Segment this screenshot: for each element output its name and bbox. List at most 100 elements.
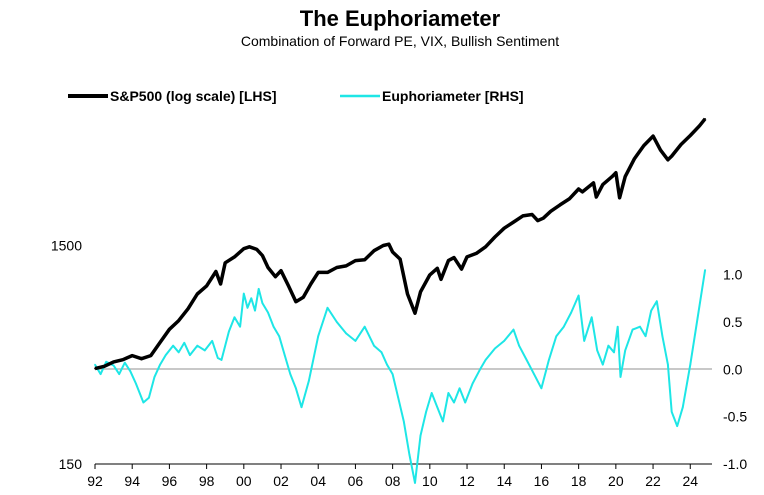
data-points xyxy=(94,118,706,484)
sp500-point xyxy=(494,236,496,238)
sp500-point xyxy=(391,251,394,253)
euphoriameter-point xyxy=(99,373,102,375)
sp500-point xyxy=(680,143,682,146)
euphoriameter-point xyxy=(525,359,528,361)
euphoriameter-point xyxy=(676,425,678,427)
euphoriameter-point xyxy=(494,347,496,350)
euphoriameter-point xyxy=(682,406,684,409)
euphoriameter-point xyxy=(624,349,626,352)
euphoriameter-point xyxy=(204,349,206,352)
sp500-point xyxy=(345,265,347,267)
euphoriameter-point xyxy=(254,309,256,312)
euphoriameter-point xyxy=(453,401,455,404)
sp500-point xyxy=(388,243,390,245)
euphoriameter-point xyxy=(650,309,652,312)
euphoriameter-point xyxy=(267,311,269,314)
sp500-point xyxy=(336,266,338,269)
euphoriameter-point xyxy=(272,325,275,328)
euphoriameter-point xyxy=(656,300,658,303)
euphoriameter-point xyxy=(239,325,241,328)
euphoriameter-point xyxy=(373,344,375,347)
sp500-point xyxy=(382,244,385,247)
euphoriameter-point xyxy=(590,316,593,319)
legend-label-euphoriameter: Euphoriameter [RHS] xyxy=(382,88,524,104)
sp500-point xyxy=(187,308,189,310)
euphoriameter-point xyxy=(555,335,558,338)
euphoriameter-point xyxy=(619,376,622,378)
sp500-point xyxy=(611,175,613,178)
euphoriameter-point xyxy=(148,396,150,399)
sp500-point xyxy=(168,328,171,331)
sp500-point xyxy=(522,215,524,217)
right-tick-label: -1.0 xyxy=(723,456,747,472)
euphoriameter-point xyxy=(94,363,96,366)
right-tick-label: 0.0 xyxy=(723,361,743,377)
sp500-point xyxy=(536,219,539,222)
sp500-point xyxy=(419,291,422,293)
euphoriameter-point xyxy=(583,340,585,342)
x-tick-label: 00 xyxy=(236,473,252,489)
sp500-point xyxy=(248,246,251,248)
euphoriameter-point xyxy=(118,373,120,375)
euphoriameter-point xyxy=(471,382,474,385)
euphoriameter-point xyxy=(153,376,156,378)
euphoriameter-point xyxy=(336,321,338,323)
euphoriameter-point xyxy=(696,316,699,319)
sp500-point xyxy=(224,262,226,264)
sp500-point xyxy=(568,198,571,200)
sp500-point xyxy=(280,269,282,272)
sp500-point xyxy=(215,270,217,273)
sp500-point xyxy=(577,188,580,190)
euphoriameter-point xyxy=(436,406,439,409)
x-axis-ticks: 92 94 96 98 00 02 04 06 08 10 12 14 16 18 20 22 24 xyxy=(87,464,698,489)
sp500-point xyxy=(484,246,487,248)
x-tick-label: 98 xyxy=(199,473,215,489)
euphoriameter-point xyxy=(164,354,167,356)
sp500-point xyxy=(643,144,645,147)
euphoriameter-point xyxy=(518,344,520,347)
sp500-point xyxy=(267,266,269,269)
sp500-point xyxy=(633,157,636,160)
legend: S&P500 (log scale) [LHS] Euphoriameter [… xyxy=(68,88,524,104)
sp500-point xyxy=(670,155,673,157)
sp500-point xyxy=(243,247,245,250)
right-axis-ticks: 1.0 0.5 0.0 -0.5 -1.0 xyxy=(723,267,747,472)
euphoriameter-point xyxy=(408,453,411,456)
sp500-point xyxy=(287,285,290,287)
sp500-point xyxy=(460,268,463,270)
euphoriameter-point xyxy=(419,434,422,437)
euphoriameter-point xyxy=(183,342,186,344)
euphoriameter-point xyxy=(278,335,281,338)
euphoriameter-point xyxy=(602,363,604,366)
euphoriameter-point xyxy=(159,363,161,366)
sp500-point xyxy=(196,293,199,295)
euphoriameter-point xyxy=(112,364,115,367)
x-tick-label: 96 xyxy=(162,473,178,489)
euphoriameter-point xyxy=(670,411,673,413)
euphoriameter-point xyxy=(540,387,543,390)
euphoriameter-point xyxy=(613,351,615,354)
sp500-point xyxy=(103,365,106,368)
x-tick-label: 22 xyxy=(645,473,661,489)
sp500-point xyxy=(512,221,515,223)
sp500-point xyxy=(667,159,669,161)
euphoriameter-point xyxy=(397,396,400,399)
euphoriameter-point xyxy=(533,373,535,375)
euphoriameter-point xyxy=(414,482,416,484)
euphoriameter-line xyxy=(94,269,707,484)
sp500-point xyxy=(624,175,626,178)
euphoriameter-point xyxy=(317,335,320,338)
euphoriameter-point xyxy=(644,335,647,338)
euphoriameter-point xyxy=(639,325,641,328)
x-tick-label: 12 xyxy=(459,473,475,489)
sp500-point xyxy=(205,285,208,287)
x-tick-label: 06 xyxy=(348,473,364,489)
sp500-point xyxy=(219,283,222,285)
sp500-point xyxy=(531,213,533,216)
sp500-point xyxy=(592,182,595,184)
sp500-point xyxy=(447,259,450,262)
sp500-point xyxy=(440,278,442,281)
left-tick-label: 1500 xyxy=(51,238,82,254)
euphoriameter-point xyxy=(243,292,245,295)
